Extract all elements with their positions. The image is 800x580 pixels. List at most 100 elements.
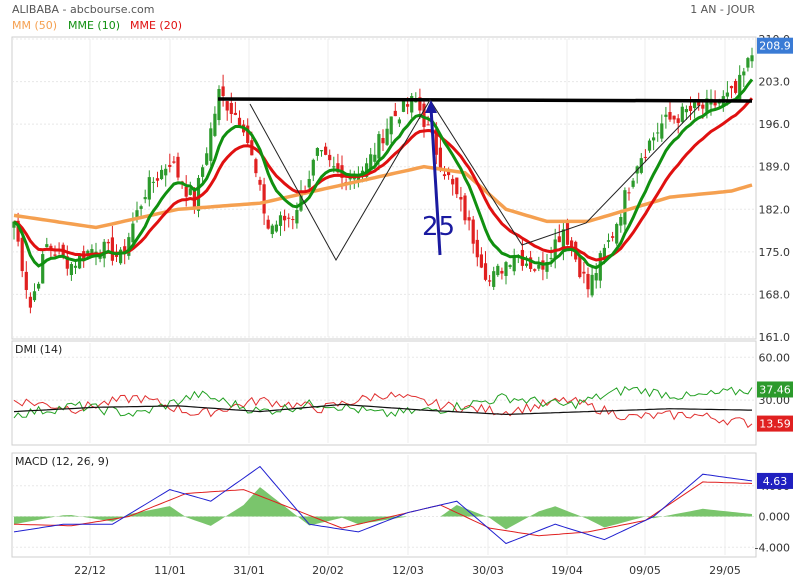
candle-body xyxy=(332,166,336,168)
candle-body xyxy=(447,171,451,176)
candle-body xyxy=(693,102,697,109)
candle-body xyxy=(729,85,734,89)
candle-body xyxy=(266,219,270,229)
candle-body xyxy=(570,240,574,249)
candle-body xyxy=(69,264,73,276)
candle-body xyxy=(598,253,602,281)
candle-body xyxy=(680,106,684,122)
candle-body xyxy=(529,257,533,269)
candle-body xyxy=(615,224,619,244)
candle-body xyxy=(20,237,24,272)
macd-tick-label: 0.000 xyxy=(759,511,791,524)
candle-body xyxy=(369,154,373,170)
candle-body xyxy=(110,237,114,261)
candle-body xyxy=(455,177,459,195)
price-tick-label: 168.0 xyxy=(759,288,791,301)
candle-body xyxy=(246,125,250,143)
candle-body xyxy=(483,263,488,280)
candle-body xyxy=(196,177,201,211)
candle-body xyxy=(184,186,188,197)
candle-body xyxy=(508,265,512,268)
candle-body xyxy=(537,264,541,269)
price-tick-label: 182.0 xyxy=(759,203,791,216)
candle-body xyxy=(291,219,295,221)
candle-body xyxy=(151,181,155,183)
candle-body xyxy=(28,296,32,308)
candle-body xyxy=(512,255,516,272)
candle-body xyxy=(86,250,90,256)
pattern-zigzag xyxy=(249,99,701,262)
candle-body xyxy=(393,110,397,117)
candle-body xyxy=(631,180,635,187)
candle-body xyxy=(37,283,41,289)
candle-body xyxy=(119,249,123,264)
candle-body xyxy=(225,101,229,111)
candle-body xyxy=(160,169,164,180)
candle-body xyxy=(652,137,656,141)
candle-body xyxy=(53,254,57,256)
candle-body xyxy=(561,229,565,249)
adx-line xyxy=(13,403,752,416)
candle-body xyxy=(746,58,750,68)
legend-mm50: MM (50) xyxy=(12,19,57,32)
candle-body xyxy=(336,163,340,173)
dmi-minus-badge xyxy=(757,415,793,432)
candle-body xyxy=(434,129,438,155)
candle-body xyxy=(73,265,78,268)
x-tick-label: 20/02 xyxy=(312,564,344,577)
candle-body xyxy=(418,97,422,111)
candle-body xyxy=(586,273,590,290)
candle-body xyxy=(643,156,647,158)
candle-body xyxy=(664,114,668,117)
candle-body xyxy=(287,217,291,219)
dmi-minus-value: 13.59 xyxy=(759,418,791,431)
x-tick-label: 19/04 xyxy=(551,564,583,577)
x-tick-label: 12/03 xyxy=(392,564,424,577)
resistance-line xyxy=(217,97,753,103)
candle-body xyxy=(201,167,205,177)
candle-body xyxy=(725,92,729,97)
candle-body xyxy=(319,150,324,152)
candle-body xyxy=(488,280,492,282)
candle-body xyxy=(155,178,160,181)
mme10-line xyxy=(12,78,754,270)
candle-body xyxy=(426,124,430,126)
mm50-line xyxy=(13,164,753,230)
candle-body xyxy=(697,102,701,106)
candle-body xyxy=(176,156,180,178)
candle-body xyxy=(32,291,37,301)
candle-body xyxy=(262,184,266,214)
chart-title: ALIBABA - abcbourse.com xyxy=(12,3,154,16)
candle-body xyxy=(254,159,258,174)
candle-body xyxy=(307,179,311,188)
candle-body xyxy=(270,225,274,235)
candle-body xyxy=(500,270,504,274)
dmi-tick-label: 60.00 xyxy=(759,351,791,364)
macd-title: MACD (12, 26, 9) xyxy=(15,455,109,468)
candle-body xyxy=(742,71,746,76)
candle-body xyxy=(578,254,582,278)
candle-body xyxy=(582,271,586,274)
candle-body xyxy=(274,224,278,232)
x-tick-label: 30/03 xyxy=(472,564,504,577)
candle-body xyxy=(348,178,352,180)
candle-body xyxy=(139,206,143,209)
dmi-panel xyxy=(11,340,757,446)
candle-body xyxy=(717,101,721,104)
candle-body xyxy=(324,146,328,155)
candle-body xyxy=(549,257,553,259)
candle-body xyxy=(168,164,172,167)
candle-body xyxy=(213,113,217,136)
candle-body xyxy=(65,256,69,269)
candle-body xyxy=(205,153,209,165)
dmi-title: DMI (14) xyxy=(15,343,62,356)
macd-histogram xyxy=(14,487,752,530)
last-price-badge xyxy=(757,37,793,54)
candle-body xyxy=(656,132,660,134)
price-tick-label: 161.0 xyxy=(759,331,791,344)
candle-body xyxy=(623,190,627,225)
candle-body xyxy=(463,195,467,221)
candle-body xyxy=(299,190,303,211)
candle-body xyxy=(397,119,401,124)
candle-body xyxy=(668,112,672,120)
